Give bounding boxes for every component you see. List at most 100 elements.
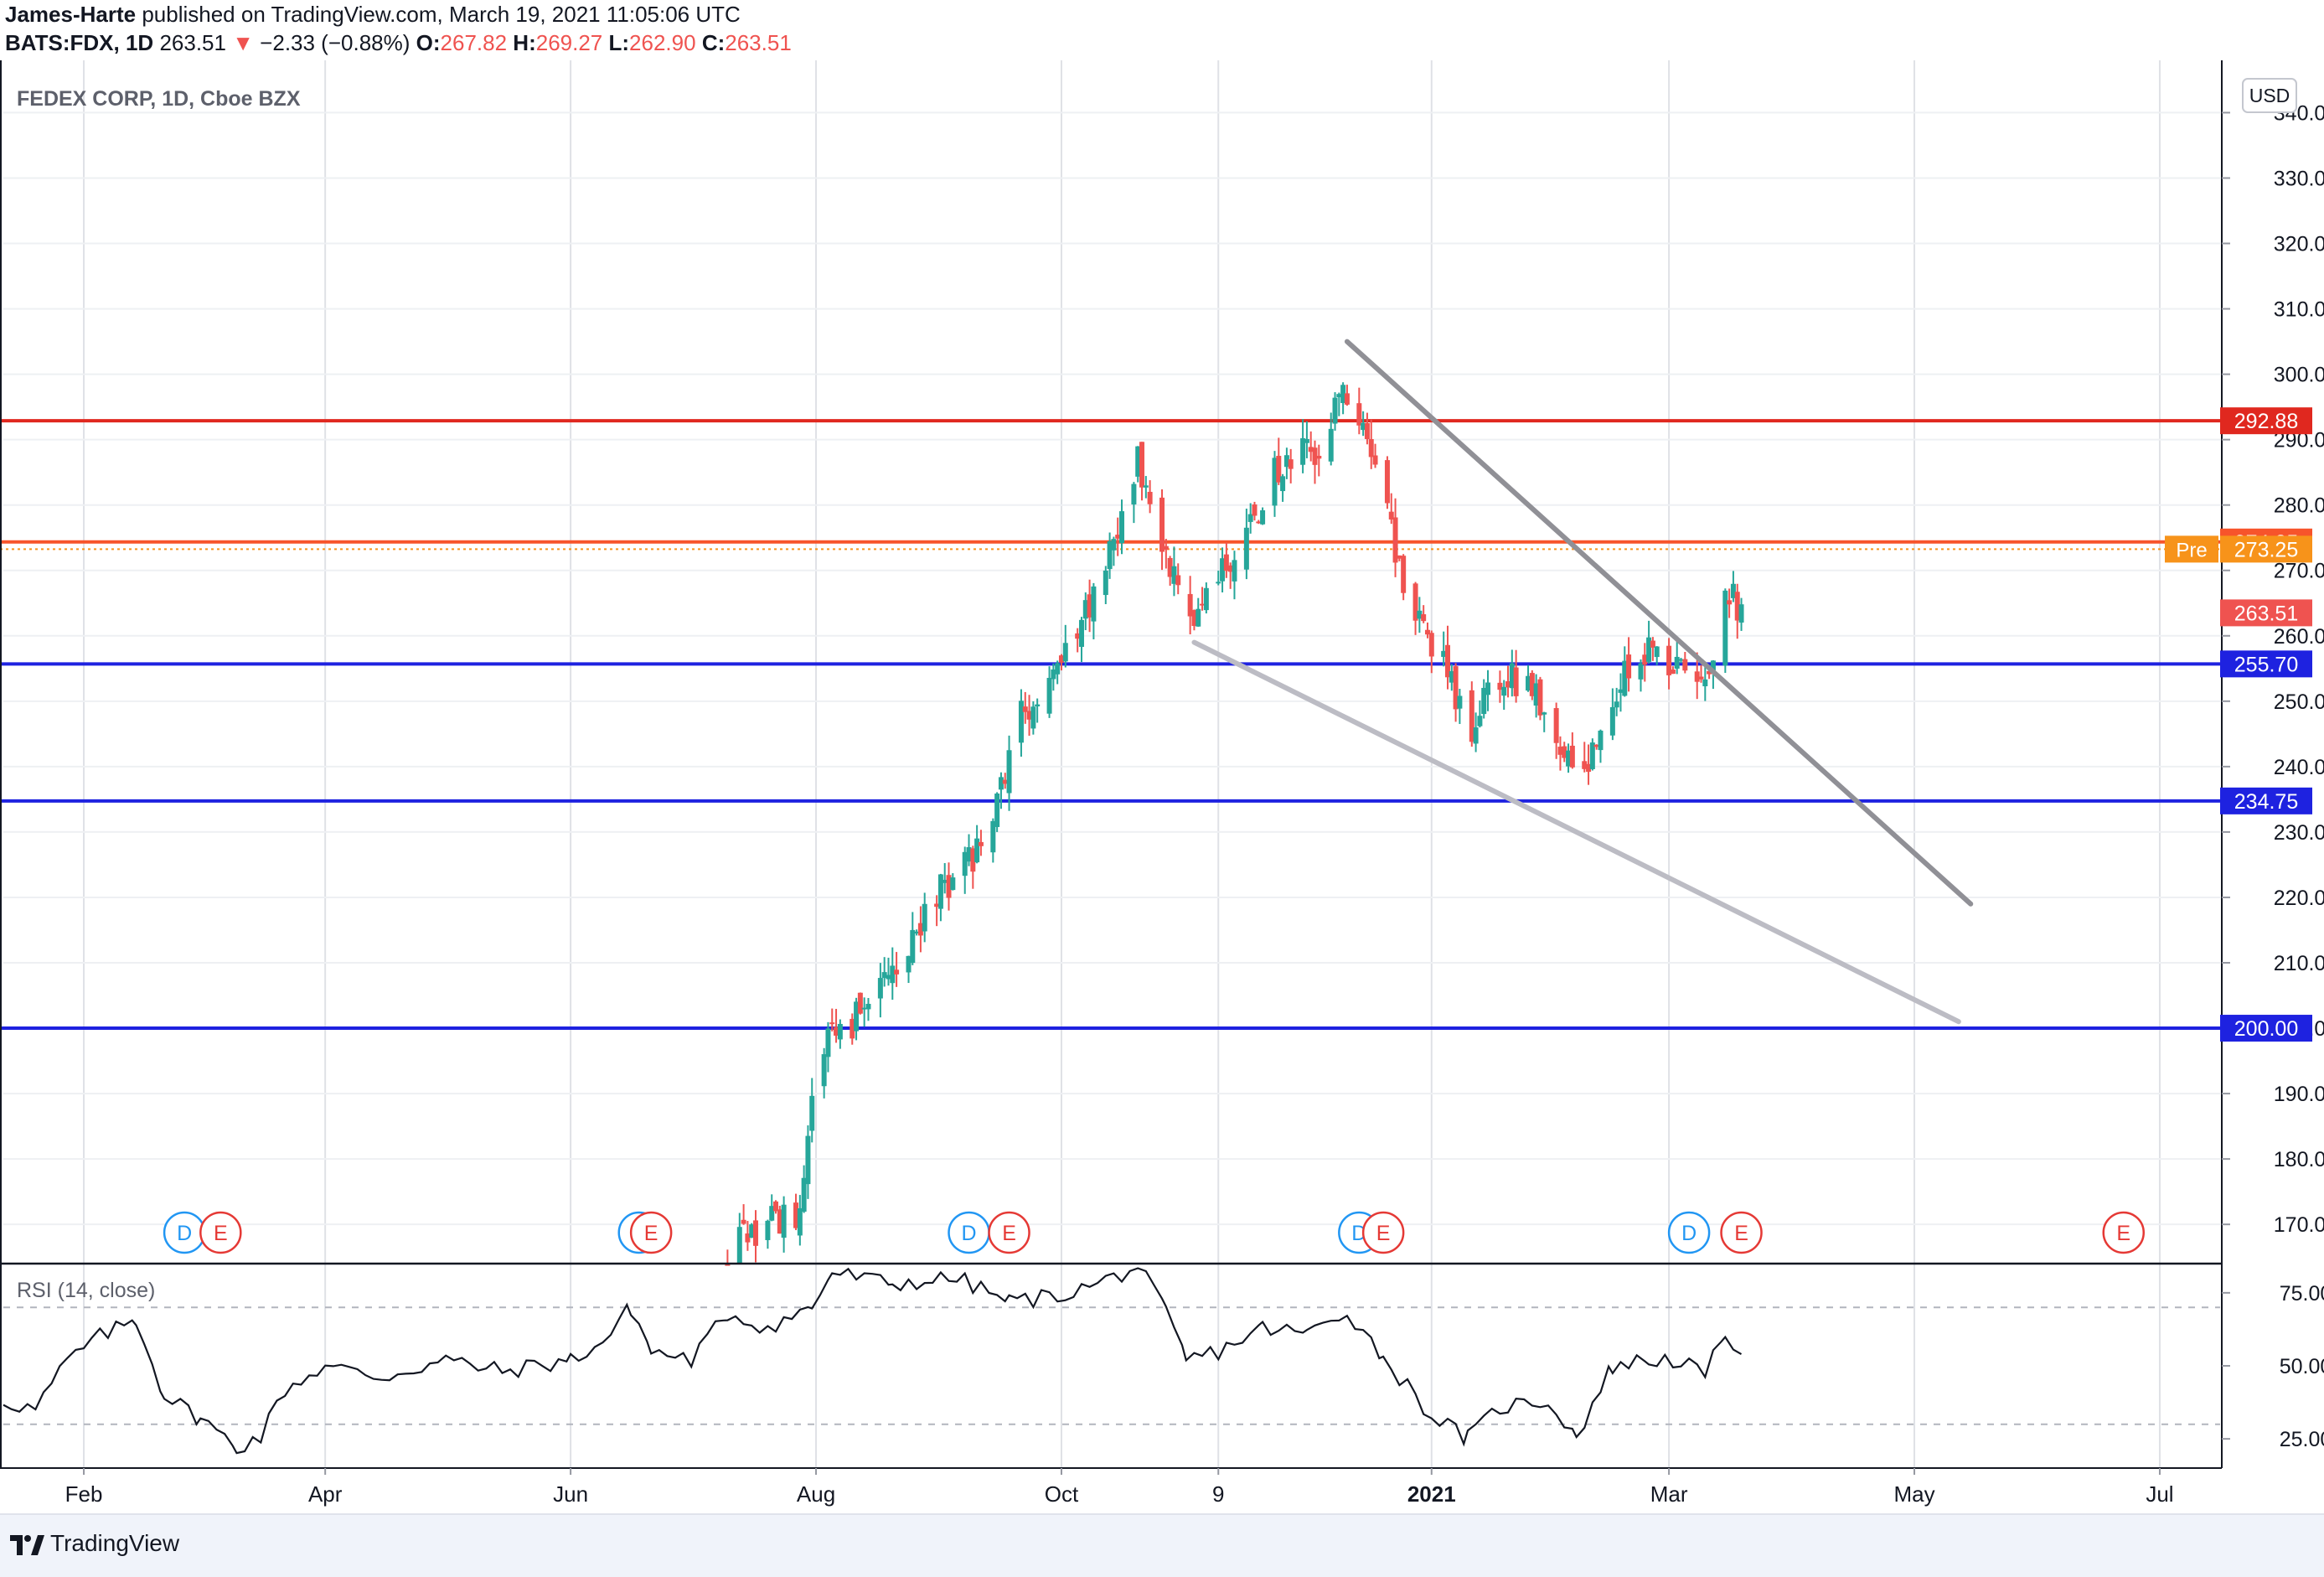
event-marker-letter: E <box>2116 1222 2130 1245</box>
candle-body <box>1609 706 1615 736</box>
candle-body <box>1200 603 1206 606</box>
candle-body <box>894 969 900 975</box>
candle-body <box>1477 716 1483 726</box>
candle-body <box>922 903 927 932</box>
brand-name[interactable]: TradingView <box>50 1530 180 1556</box>
y-tick-230.00: 230.00 <box>2274 821 2324 845</box>
candle-body <box>906 955 912 973</box>
candle-body <box>1569 745 1575 768</box>
y-tick-220.00: 220.00 <box>2274 887 2324 910</box>
published-text: published on TradingView.com, March 19, … <box>142 2 741 27</box>
candle-body <box>978 841 984 846</box>
candle-body <box>1163 545 1169 551</box>
candle-body <box>773 1201 779 1212</box>
candle-body <box>769 1206 775 1221</box>
candle-body <box>850 1018 855 1039</box>
candle-body <box>1666 645 1672 675</box>
candle-body <box>1710 660 1716 670</box>
chart-area[interactable]: DEDEDEDEDEE 170.00180.00190.00200.00210.… <box>0 60 2324 1513</box>
candle-body <box>1159 497 1165 552</box>
candle-body <box>1328 428 1334 462</box>
candle-body <box>1372 455 1378 465</box>
candle-body <box>1424 629 1430 635</box>
candle-body <box>801 1177 807 1212</box>
candle-body <box>1167 557 1173 577</box>
candle-body <box>1682 659 1688 671</box>
candle-body <box>753 1220 759 1246</box>
close-value: 263.51 <box>725 30 792 55</box>
candle-body <box>1280 476 1286 492</box>
candle-body <box>950 877 956 891</box>
candle-body <box>1300 438 1306 465</box>
x-tick-Jun: Jun <box>553 1481 588 1507</box>
open-label: O: <box>416 30 441 55</box>
publish-info: James-Harte published on TradingView.com… <box>5 2 741 28</box>
candle-body <box>1582 761 1588 769</box>
time-axis[interactable]: Feb Apr Jun Aug Oct 9 2021 Mar May Jul <box>65 1468 2174 1507</box>
candle-body <box>1030 706 1036 729</box>
candle-body <box>797 1207 803 1236</box>
candle-body <box>1392 517 1398 563</box>
event-marker-letter: D <box>1681 1222 1697 1245</box>
candle-body <box>1308 447 1314 452</box>
candle-body <box>1243 527 1249 570</box>
candle-body <box>1553 708 1559 743</box>
candle-body <box>809 1095 815 1131</box>
candle-body <box>1557 747 1563 755</box>
rsi-y-tick-75.00: 75.00 <box>2280 1282 2324 1306</box>
candle-body <box>1638 663 1644 680</box>
candle-body <box>1542 712 1547 715</box>
candle-body <box>1260 510 1266 525</box>
x-tick-Jul: Jul <box>2146 1481 2173 1507</box>
candle-body <box>1509 663 1515 689</box>
candle-body <box>942 880 948 883</box>
candle-body <box>736 1227 742 1264</box>
candle-body <box>1505 681 1511 688</box>
candle-body <box>1135 446 1141 477</box>
candle-body <box>1533 683 1539 706</box>
event-markers: DEDEDEDEDEE <box>163 1211 2145 1254</box>
candle-body <box>970 848 976 872</box>
candle-body <box>1593 744 1599 747</box>
candle-body <box>1622 660 1628 696</box>
candle-body <box>890 965 896 984</box>
candle-body <box>1283 455 1289 468</box>
candle-body <box>1276 456 1282 483</box>
candle-body <box>1441 650 1447 657</box>
candle-body <box>793 1202 799 1228</box>
candle-body <box>1417 610 1423 619</box>
tradingview-logo-icon[interactable] <box>8 1528 45 1562</box>
candle-body <box>857 992 863 1014</box>
candle-body <box>1111 539 1117 551</box>
candle-body <box>1481 687 1487 715</box>
candle-body <box>1336 394 1342 398</box>
candle-body <box>1642 654 1648 665</box>
x-tick-Feb: Feb <box>65 1481 103 1507</box>
level-badge-200.00 <box>2220 1015 2312 1042</box>
candle-body <box>805 1135 811 1185</box>
candle-body <box>1618 689 1624 693</box>
rsi-line <box>3 1267 1743 1455</box>
candlestick-series <box>725 382 1744 1266</box>
candle-body <box>1646 637 1652 662</box>
x-tick-Mar: Mar <box>1650 1481 1688 1507</box>
price-badge-263.51 <box>2220 599 2312 627</box>
high-value: 269.27 <box>535 30 603 55</box>
candle-body <box>1473 727 1479 744</box>
candle-body <box>1046 677 1052 714</box>
candle-body <box>1707 670 1712 675</box>
chart-title: FEDEX CORP, 1D, Cboe BZX <box>17 87 301 111</box>
author-name[interactable]: James-Harte <box>5 2 137 27</box>
candle-body <box>1513 667 1519 696</box>
candle-body <box>1614 701 1619 708</box>
candle-body <box>881 972 887 979</box>
candle-body <box>834 1026 839 1036</box>
price-axis[interactable]: 170.00 180.00 190.00 200.00 210.00 220.00 230.… <box>2165 78 2324 1451</box>
candle-body <box>1022 706 1028 712</box>
candle-body <box>1444 644 1450 678</box>
candle-body <box>1006 750 1012 794</box>
y-tick-180.00: 180.00 <box>2274 1148 2324 1171</box>
candle-body <box>1356 403 1362 426</box>
candle-body <box>1364 423 1370 440</box>
close-label: C: <box>701 30 726 55</box>
